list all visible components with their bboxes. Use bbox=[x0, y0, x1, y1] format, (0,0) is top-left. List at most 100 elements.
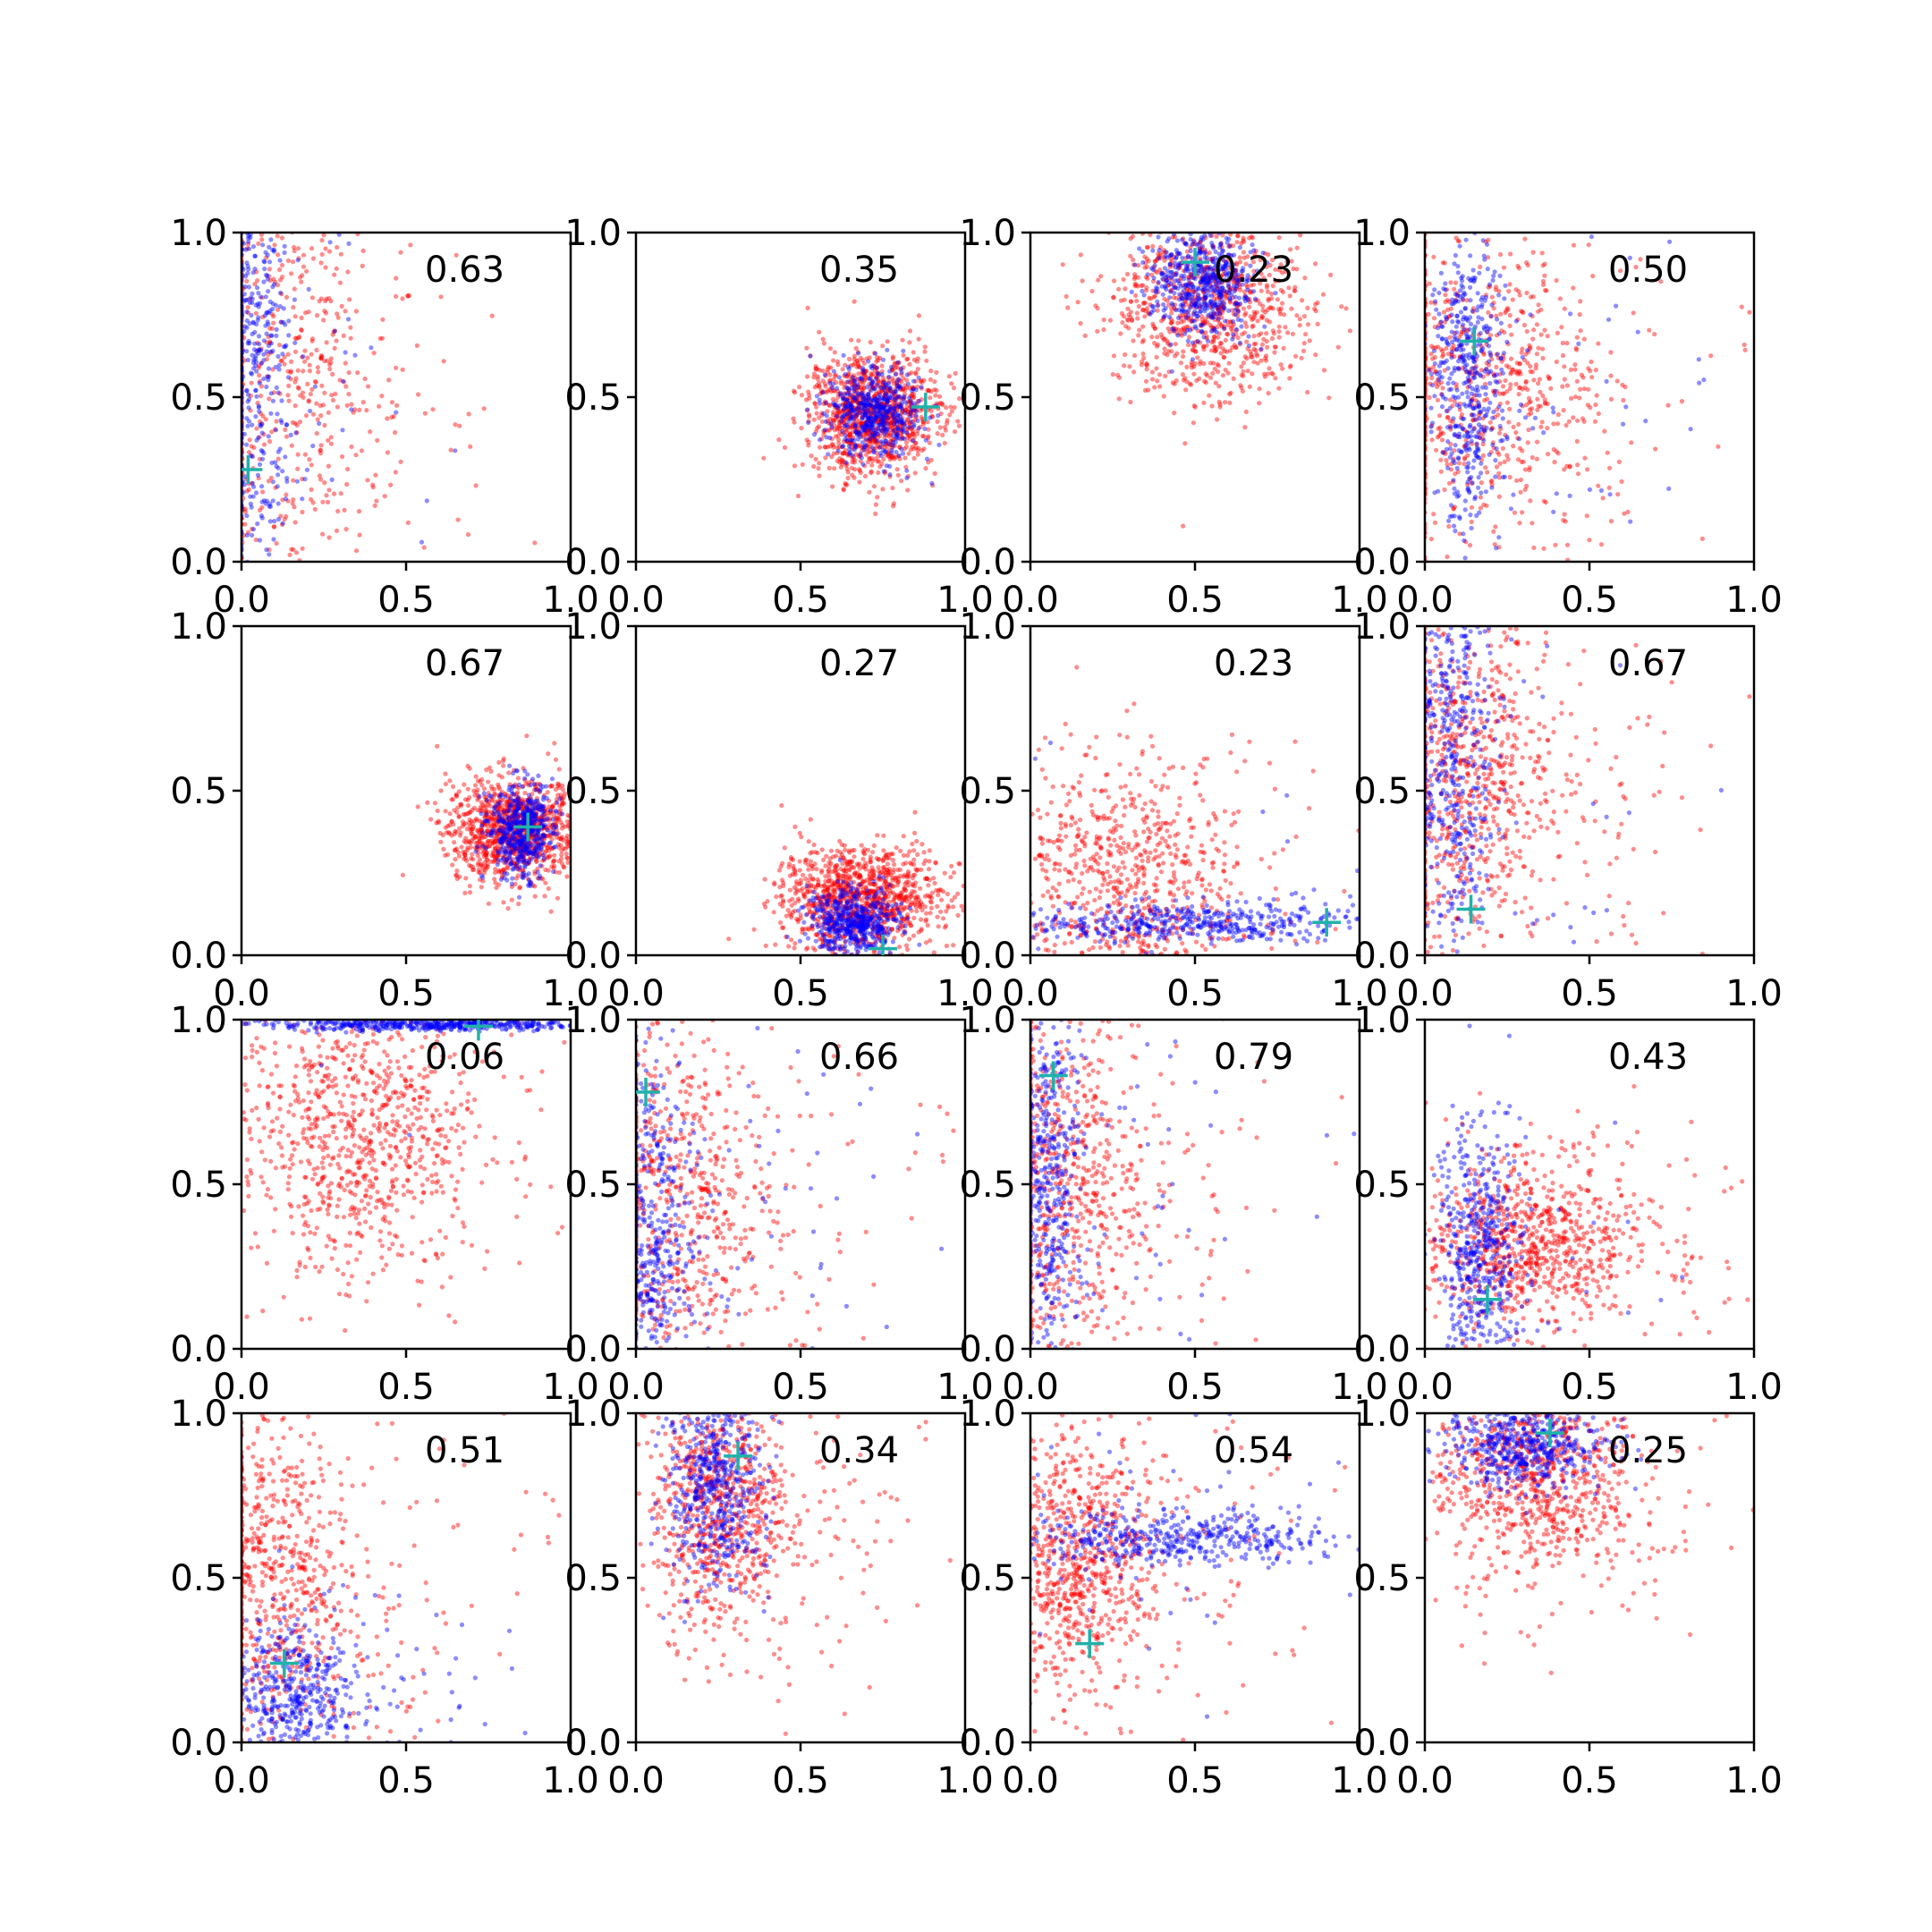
scatter-point bbox=[939, 401, 945, 406]
scatter-point bbox=[1202, 294, 1208, 301]
scatter-point bbox=[886, 408, 891, 413]
scatter-point bbox=[1227, 242, 1233, 248]
scatter-point bbox=[881, 418, 887, 424]
scatter-point bbox=[861, 369, 867, 376]
scatter-point bbox=[1492, 414, 1497, 419]
scatter-point bbox=[1554, 359, 1559, 365]
scatter-point bbox=[1224, 295, 1229, 301]
scatter-point bbox=[1176, 261, 1182, 267]
scatter-point bbox=[879, 395, 885, 401]
scatter-point bbox=[924, 456, 930, 462]
scatter-point bbox=[352, 352, 358, 358]
scatter-point bbox=[862, 473, 869, 479]
panel-0-2: 0.00.00.50.51.01.00.23 bbox=[959, 213, 1387, 621]
scatter-point bbox=[1272, 350, 1277, 355]
scatter-point bbox=[1246, 304, 1252, 309]
scatter-point bbox=[843, 411, 848, 417]
scatter-point bbox=[305, 381, 310, 386]
scatter-point bbox=[255, 340, 260, 345]
scatter-point bbox=[264, 547, 269, 553]
scatter-point bbox=[1233, 301, 1238, 307]
scatter-point bbox=[294, 422, 300, 428]
scatter-point bbox=[1328, 272, 1334, 277]
scatter-point bbox=[1276, 335, 1282, 340]
scatter-point bbox=[877, 402, 884, 408]
scatter-point bbox=[1215, 296, 1220, 301]
scatter-point bbox=[251, 347, 258, 352]
scatter-point bbox=[895, 432, 901, 437]
scatter-point bbox=[845, 475, 851, 481]
scatter-point bbox=[1150, 243, 1156, 249]
scatter-point bbox=[850, 460, 855, 465]
scatter-point bbox=[1203, 283, 1208, 288]
scatter-point bbox=[1198, 309, 1204, 314]
scatter-point bbox=[915, 428, 920, 434]
scatter-point bbox=[827, 372, 833, 377]
scatter-point bbox=[893, 389, 899, 394]
scatter-point bbox=[824, 400, 829, 405]
scatter-point bbox=[1517, 385, 1523, 390]
scatter-point bbox=[848, 416, 853, 421]
scatter-point bbox=[904, 427, 910, 433]
scatter-point bbox=[885, 421, 890, 427]
scatter-point bbox=[846, 411, 852, 417]
scatter-point bbox=[1445, 366, 1451, 371]
scatter-point bbox=[852, 387, 857, 393]
scatter-point bbox=[1233, 267, 1238, 273]
scatter-point bbox=[1201, 267, 1207, 273]
scatter-point bbox=[868, 408, 873, 413]
scatter-point bbox=[873, 416, 878, 421]
scatter-point bbox=[895, 413, 901, 419]
scatter-point bbox=[326, 410, 331, 415]
scatter-point bbox=[253, 537, 258, 543]
scatter-point bbox=[919, 433, 925, 439]
scatter-point bbox=[956, 423, 962, 428]
scatter-point bbox=[1269, 296, 1275, 301]
scatter-point bbox=[1165, 341, 1171, 346]
scatter-point bbox=[860, 412, 866, 418]
scatter-point bbox=[1170, 318, 1175, 325]
scatter-point bbox=[871, 446, 877, 452]
scatter-point bbox=[902, 423, 908, 428]
scatter-point bbox=[1438, 457, 1444, 462]
scatter-point bbox=[1479, 470, 1484, 476]
scatter-point bbox=[1170, 274, 1175, 279]
scatter-point bbox=[1511, 424, 1516, 429]
scatter-point bbox=[881, 447, 886, 453]
scatter-point bbox=[868, 376, 873, 381]
scatter-point bbox=[285, 369, 291, 374]
scatter-point bbox=[1149, 272, 1155, 277]
scatter-point bbox=[1175, 278, 1181, 284]
scatter-point bbox=[1201, 335, 1207, 340]
scatter-point bbox=[1171, 285, 1176, 291]
scatter-point bbox=[846, 408, 852, 413]
scatter-point bbox=[806, 389, 811, 394]
scatter-point bbox=[1177, 297, 1182, 302]
scatter-point bbox=[1211, 244, 1216, 250]
scatter-point bbox=[1268, 305, 1274, 310]
scatter-point bbox=[886, 386, 892, 392]
scatter-point bbox=[1234, 240, 1240, 245]
scatter-point bbox=[837, 413, 843, 419]
scatter-point bbox=[1065, 305, 1071, 310]
scatter-point bbox=[1143, 378, 1149, 384]
scatter-point bbox=[326, 437, 331, 443]
scatter-point bbox=[318, 443, 324, 448]
scatter-point bbox=[860, 444, 865, 450]
scatter-point bbox=[300, 509, 305, 515]
scatter-point bbox=[1235, 233, 1241, 239]
scatter-point bbox=[857, 468, 862, 473]
scatter-point bbox=[1259, 313, 1265, 318]
scatter-point bbox=[257, 419, 263, 424]
scatter-point bbox=[1237, 302, 1242, 308]
scatter-point bbox=[922, 344, 928, 350]
scatter-point bbox=[1181, 327, 1186, 333]
scatter-point bbox=[1250, 317, 1255, 322]
scatter-point bbox=[886, 424, 892, 429]
scatter-point bbox=[862, 419, 869, 425]
scatter-point bbox=[1267, 305, 1273, 310]
scatter-point bbox=[305, 355, 310, 360]
scatter-point bbox=[1429, 375, 1435, 381]
scatter-point bbox=[1212, 348, 1217, 353]
scatter-point bbox=[1430, 356, 1436, 361]
